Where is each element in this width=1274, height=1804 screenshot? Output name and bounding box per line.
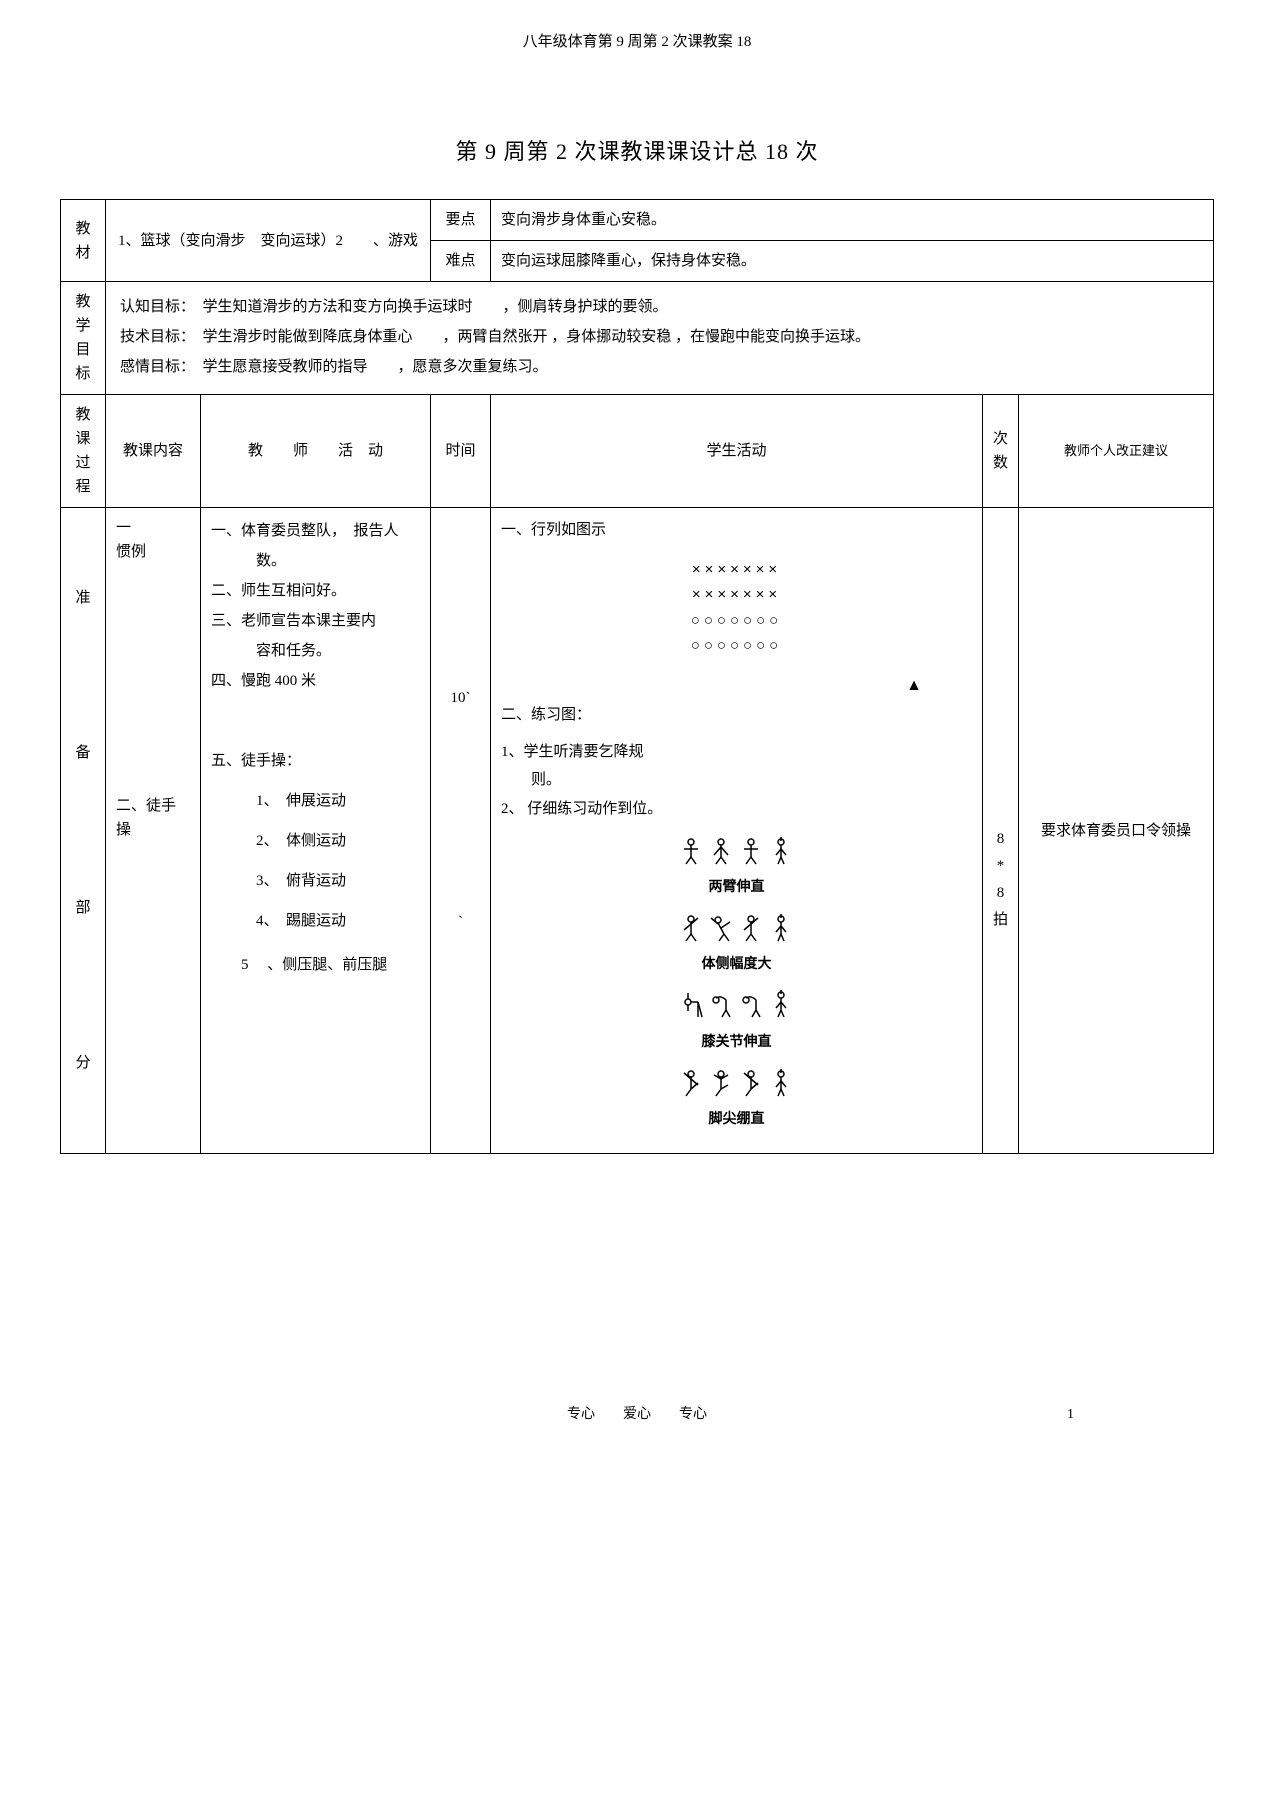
col-process: 教课过程 (61, 395, 106, 508)
main-title: 第 9 周第 2 次课教课课设计总 18 次 (60, 134, 1214, 169)
page-number: 1 (1067, 1404, 1074, 1426)
footer-text: 专心 爱心 专心 (567, 1407, 707, 1422)
difficulty-value: 变向运球屈膝降重心，保持身体安稳。 (491, 241, 1214, 282)
prep-count: 8 * 8 拍 (982, 508, 1018, 1154)
col-content: 教课内容 (106, 395, 201, 508)
exercise-figure-3: 膝关节伸直 (501, 990, 972, 1055)
page-footer: 专心 爱心 专心 1 (60, 1404, 1214, 1426)
prep-content: 一 惯例 二、徒手操 (106, 508, 201, 1154)
col-student: 学生活动 (491, 395, 983, 508)
prep-suggestion: 要求体育委员口令领操 (1019, 508, 1214, 1154)
exercise-figure-2: 体侧幅度大 (501, 914, 972, 977)
material-content: 1、篮球（变向滑步 变向运球）2 、游戏 (106, 200, 431, 282)
col-suggestion: 教师个人改正建议 (1019, 395, 1214, 508)
goals-content: 认知目标： 学生知道滑步的方法和变方向换手运球时 ，侧肩转身护球的要领。 技术目… (106, 282, 1214, 395)
lesson-plan-table: 教材 1、篮球（变向滑步 变向运球）2 、游戏 要点 变向滑步身体重心安稳。 难… (60, 199, 1214, 1154)
keypoint-value: 变向滑步身体重心安稳。 (491, 200, 1214, 241)
exercise-figure-4: 脚尖绷直 (501, 1069, 972, 1132)
goals-label: 教 学 目 标 (61, 282, 106, 395)
keypoint-label: 要点 (431, 200, 491, 241)
col-time: 时间 (431, 395, 491, 508)
col-teacher: 教 师 活 动 (201, 395, 431, 508)
difficulty-label: 难点 (431, 241, 491, 282)
teacher-position-marker: ▲ (501, 671, 972, 701)
document-header: 八年级体育第 9 周第 2 次课教案 18 (60, 30, 1214, 54)
prep-teacher-activity: 一、体育委员整队， 报告人 数。 二、师生互相问好。 三、老师宣告本课主要内 容… (201, 508, 431, 1154)
exercise-figure-1: 两臂伸直 (501, 837, 972, 900)
col-count: 次数 (982, 395, 1018, 508)
prep-section-label: 准 备 部 分 (61, 508, 106, 1154)
formation-diagram: ××××××× ××××××× ○○○○○○○ ○○○○○○○ (501, 557, 972, 659)
prep-time: 10` ` (431, 508, 491, 1154)
material-label: 教材 (61, 200, 106, 282)
prep-student-activity: 一、行列如图示 ××××××× ××××××× ○○○○○○○ ○○○○○○○ … (491, 508, 983, 1154)
